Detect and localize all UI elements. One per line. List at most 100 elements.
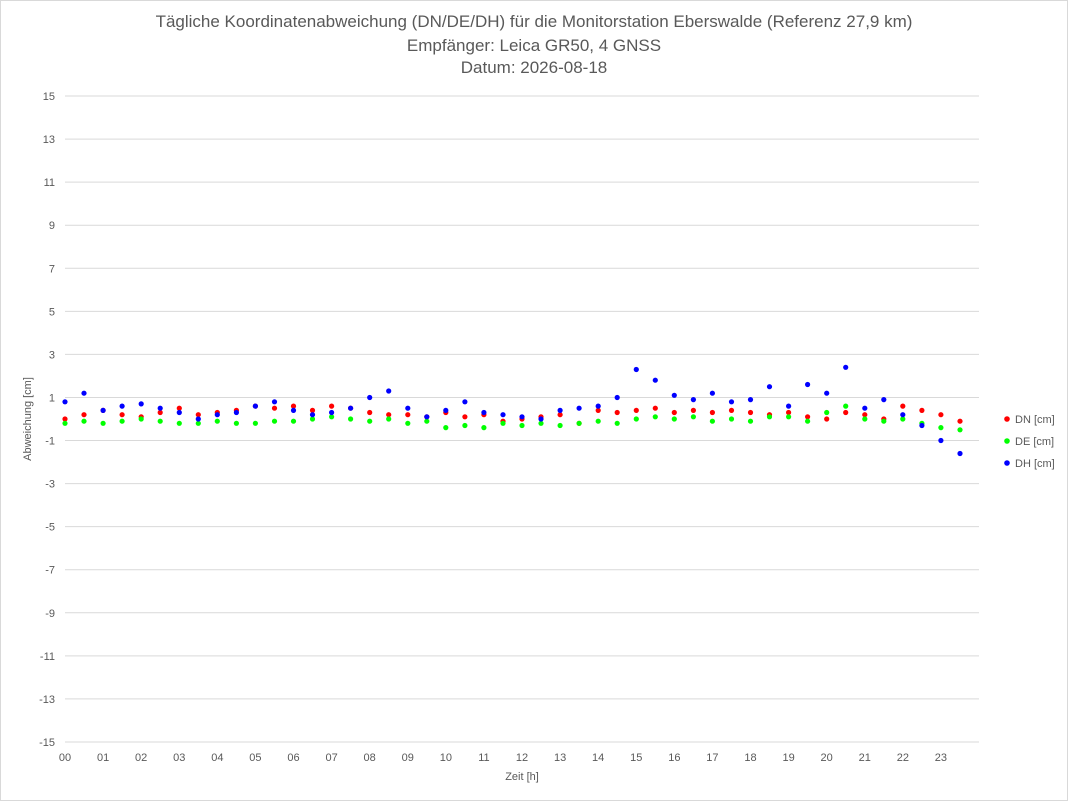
data-point [766, 414, 773, 420]
data-point [652, 377, 658, 383]
data-point [309, 416, 316, 422]
data-point [424, 418, 430, 424]
data-point [519, 422, 525, 429]
data-point [271, 405, 278, 411]
data-point [881, 397, 887, 403]
data-point [747, 397, 754, 403]
data-point [938, 437, 944, 444]
x-tick-label: 09 [402, 752, 414, 764]
data-point [62, 399, 68, 405]
x-tick-label: 10 [440, 752, 452, 764]
data-point [633, 416, 639, 422]
data-point [405, 405, 411, 411]
data-point [614, 420, 620, 426]
data-point [805, 418, 811, 424]
data-point [595, 418, 601, 424]
x-tick-label: 07 [325, 752, 337, 764]
x-tick-label: 21 [859, 752, 871, 764]
data-point [690, 407, 697, 413]
x-tick-label: 23 [935, 752, 947, 764]
x-tick-label: 05 [249, 752, 261, 764]
series-2 [62, 364, 963, 457]
data-point [557, 407, 563, 413]
data-point [786, 403, 792, 409]
data-point [709, 409, 716, 416]
data-point [100, 420, 106, 426]
legend-marker [1004, 460, 1010, 466]
data-point [443, 407, 449, 413]
x-tick-label: 03 [173, 752, 185, 764]
x-tick-label: 18 [744, 752, 756, 764]
data-point [900, 416, 906, 422]
x-tick-label: 01 [97, 752, 109, 764]
data-point [557, 422, 563, 429]
data-point [824, 416, 830, 422]
data-point [157, 409, 163, 416]
data-point [252, 403, 258, 409]
data-point [500, 420, 506, 426]
data-point [138, 416, 144, 422]
data-point [747, 409, 754, 416]
data-point [252, 420, 258, 426]
x-tick-label: 12 [516, 752, 528, 764]
data-point [233, 420, 239, 426]
data-point [671, 409, 677, 416]
data-point [138, 401, 144, 407]
x-tick-label: 13 [554, 752, 566, 764]
legend-entry: DH [cm] [1015, 458, 1055, 470]
data-point [728, 399, 735, 405]
chart-title: Tägliche Koordinatenabweichung (DN/DE/DH… [155, 12, 913, 31]
x-tick-label: 16 [668, 752, 680, 764]
y-tick-label: -15 [39, 737, 55, 749]
data-point [443, 425, 449, 431]
data-point [576, 405, 582, 411]
data-point [329, 409, 335, 416]
data-point [481, 409, 487, 416]
x-tick-label: 06 [287, 752, 299, 764]
x-tick-label: 20 [821, 752, 833, 764]
data-point [348, 405, 354, 411]
data-point [690, 414, 697, 420]
data-point [900, 403, 906, 409]
data-point [900, 412, 906, 418]
data-point [81, 412, 87, 418]
data-point [386, 388, 392, 394]
data-point [424, 414, 430, 420]
data-point [805, 414, 811, 420]
chart-subtitle: Empfänger: Leica GR50, 4 GNSS [406, 36, 662, 55]
data-point [519, 414, 525, 420]
y-tick-label: 11 [44, 177, 55, 189]
data-point [214, 412, 220, 418]
x-tick-labels: 00 01 02 03 04 05 06 07 08 09 10 11 12 13 14 15 16 17 18 19… [59, 752, 947, 764]
data-point [538, 416, 544, 422]
data-point [919, 407, 925, 413]
y-tick-label: -9 [45, 608, 55, 620]
legend-marker [1004, 416, 1010, 422]
data-point [81, 390, 87, 396]
data-point [786, 414, 792, 420]
y-axis-label: Abweichung [cm] [22, 377, 34, 461]
data-point [81, 418, 87, 424]
data-point [614, 409, 620, 416]
data-point [843, 364, 849, 370]
data-point [62, 420, 68, 426]
data-point [538, 420, 544, 426]
data-point [367, 394, 373, 401]
y-tick-label: -1 [45, 436, 55, 448]
y-tick-label: 9 [49, 220, 55, 232]
data-point [766, 384, 773, 390]
chart-subtitle-date: Datum: 2026-08-18 [460, 58, 608, 77]
data-point [119, 418, 125, 424]
data-point [176, 420, 182, 426]
data-point [157, 418, 163, 424]
data-point [595, 407, 601, 413]
x-axis-label: Zeit [h] [505, 771, 539, 783]
data-point [805, 381, 811, 388]
data-point [957, 418, 963, 424]
data-point [348, 416, 354, 422]
data-point [500, 412, 506, 418]
y-tick-label: -13 [39, 694, 55, 706]
data-point [614, 394, 620, 401]
